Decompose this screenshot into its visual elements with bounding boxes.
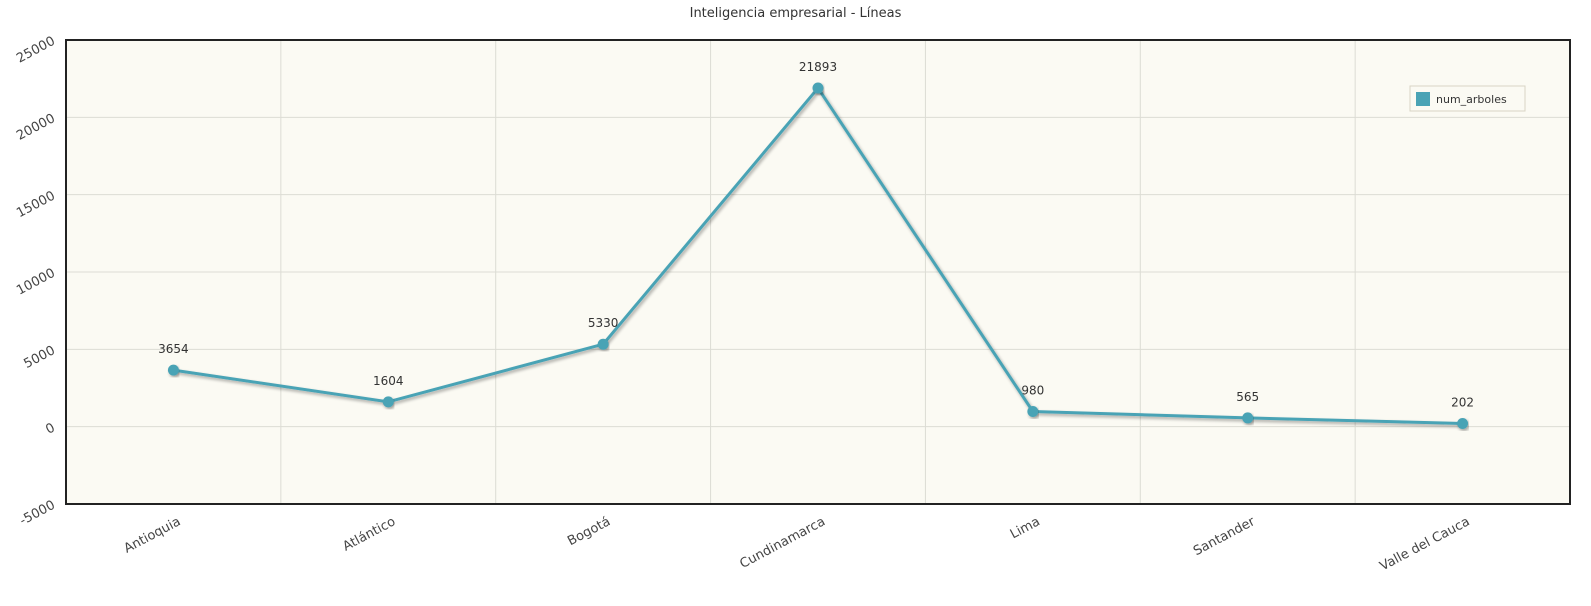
- data-point: [1457, 418, 1469, 430]
- y-tick-label: 10000: [14, 266, 58, 299]
- data-point: [1242, 412, 1254, 424]
- y-tick-label: -5000: [17, 498, 57, 529]
- chart-title: Inteligencia empresarial - Líneas: [689, 6, 902, 21]
- x-tick-label: Antioquia: [122, 514, 184, 556]
- plot-border: [65, 39, 1571, 505]
- x-tick-label: Valle del Cauca: [1377, 514, 1472, 574]
- legend: num_arboles: [1409, 85, 1526, 112]
- data-label: 5330: [588, 316, 619, 330]
- y-tick-label: 5000: [21, 343, 57, 372]
- y-axis-ticks: -5000 0 5000 10000 15000 20000 25000: [14, 34, 58, 529]
- y-tick-label: 20000: [14, 111, 58, 144]
- data-label: 1604: [373, 374, 404, 388]
- data-label: 21893: [799, 60, 837, 74]
- x-axis-ticks: Antioquia Atlántico Bogotá Cundinamarca Lima…: [122, 514, 1473, 574]
- x-tick-label: Santander: [1191, 514, 1258, 559]
- series-num-arboles: [167, 82, 1469, 430]
- legend-label: num_arboles: [1436, 93, 1507, 106]
- x-tick-label: Bogotá: [565, 514, 613, 549]
- data-point: [382, 396, 394, 408]
- data-point: [167, 364, 179, 376]
- data-point: [597, 338, 609, 350]
- data-point: [812, 82, 824, 94]
- y-tick-label: 0: [43, 420, 57, 437]
- data-label: 980: [1021, 384, 1044, 398]
- x-tick-label: Atlántico: [340, 514, 398, 554]
- data-labels: 3654 1604 5330 21893 980 565 202: [158, 60, 1474, 409]
- data-point: [1027, 406, 1039, 418]
- data-label: 565: [1236, 390, 1259, 404]
- legend-swatch: [1416, 92, 1430, 106]
- data-label: 202: [1451, 396, 1474, 410]
- y-tick-label: 15000: [14, 188, 58, 221]
- y-tick-label: 25000: [14, 34, 58, 67]
- x-tick-label: Cundinamarca: [737, 514, 827, 572]
- x-tick-label: Lima: [1008, 514, 1043, 542]
- data-label: 3654: [158, 342, 189, 356]
